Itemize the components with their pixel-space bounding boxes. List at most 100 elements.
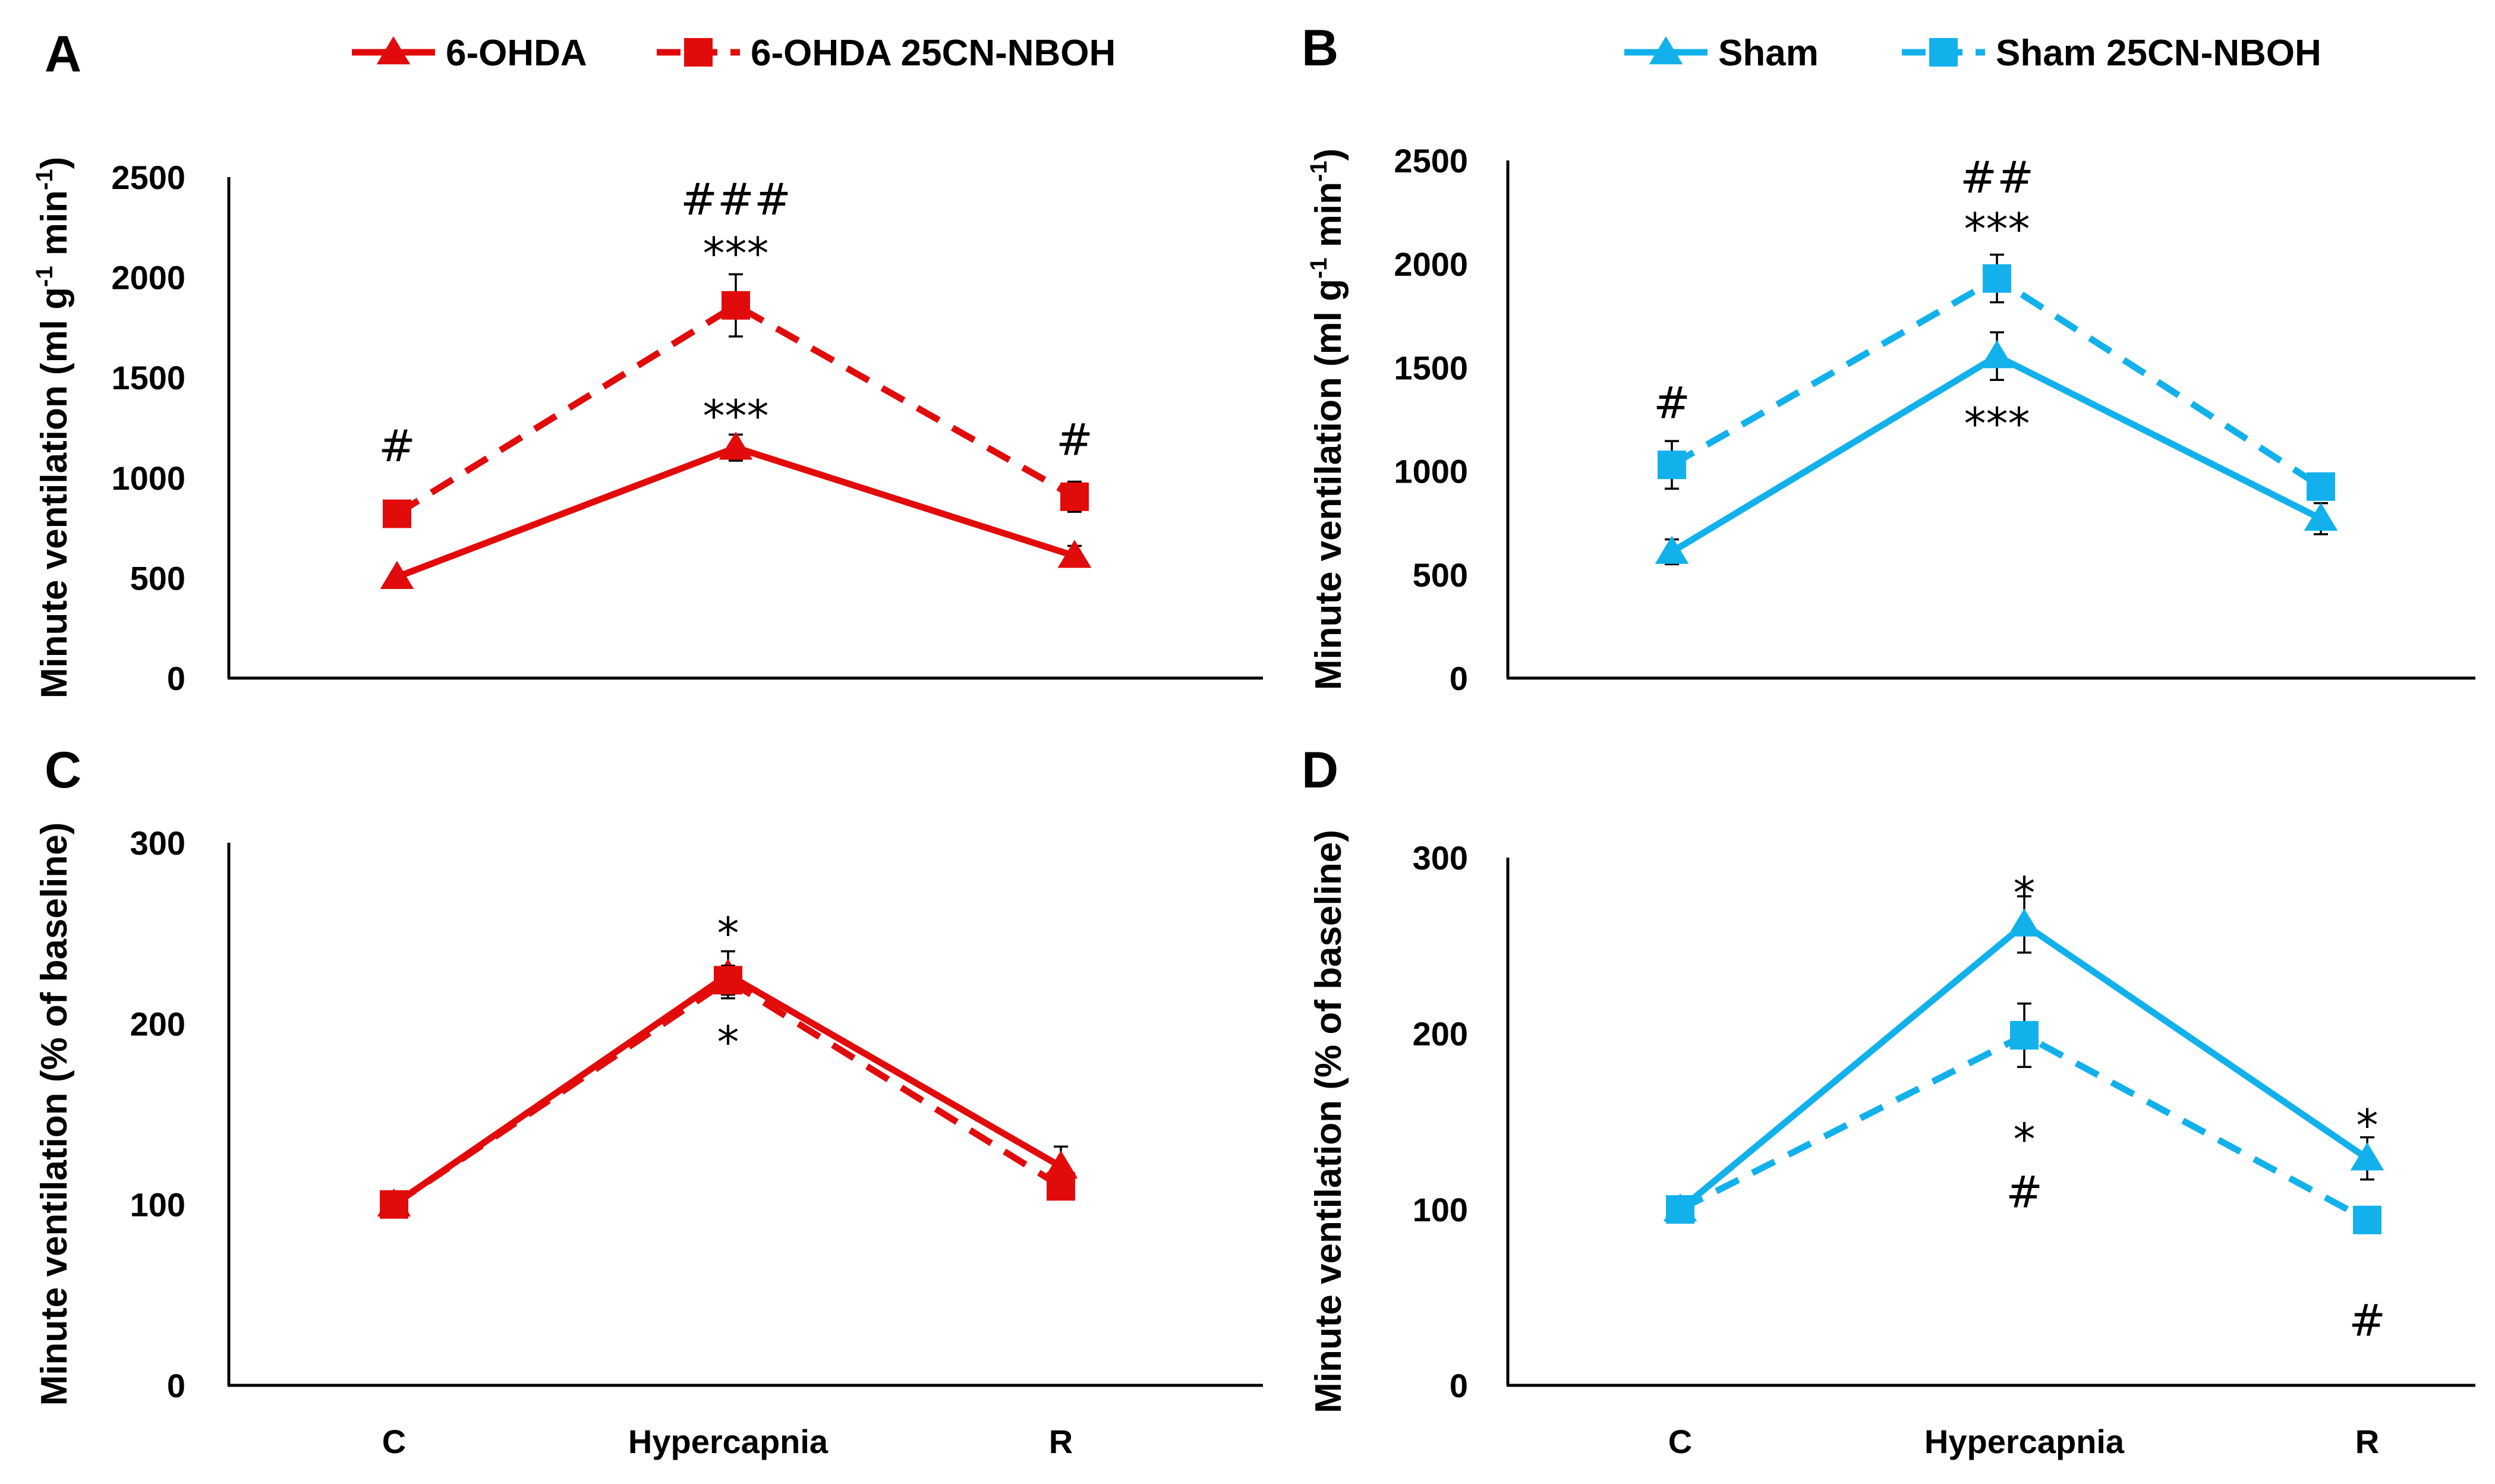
y-tick-label: 1500	[1394, 349, 1468, 386]
x-tick-label: Hypercapnia	[1924, 1423, 2125, 1460]
legend-marker-triangle	[376, 36, 411, 65]
significance-annotation: #	[2349, 1295, 2386, 1346]
x-tick-label: R	[1049, 1423, 1073, 1460]
data-point-triangle	[2350, 1142, 2384, 1171]
data-point-square	[1060, 482, 1089, 511]
legend-label: 6-OHDA 25CN-NBOH	[751, 33, 1116, 74]
x-tick-label: C	[1668, 1423, 1692, 1460]
legend-label: 6-OHDA	[446, 33, 587, 74]
y-tick-label: 2500	[1394, 142, 1468, 179]
data-point-triangle	[2304, 502, 2338, 531]
y-tick-label: 0	[167, 660, 185, 697]
y-tick-label: 0	[1450, 1367, 1468, 1404]
data-point-triangle	[380, 560, 414, 589]
significance-annotation: #	[1056, 415, 1093, 466]
series-solid	[380, 431, 1092, 589]
data-point-square	[1666, 1195, 1694, 1224]
panel-letter: D	[1302, 742, 1338, 799]
y-tick-label: 0	[167, 1367, 185, 1404]
data-point-triangle	[1980, 340, 2014, 368]
data-point-square	[1658, 450, 1686, 480]
legend-left: 6-OHDA 6-OHDA 25CN-NBOH	[352, 33, 1116, 74]
y-axis-label: Minute ventilation (% of baseline)	[34, 823, 75, 1406]
series-dashed	[383, 273, 1089, 528]
legend-marker-square	[684, 38, 713, 67]
y-tick-label: 1000	[1394, 453, 1468, 490]
data-point-square	[714, 966, 742, 995]
legend-item: Sham	[1624, 33, 1819, 74]
y-tick-label: 2000	[111, 259, 185, 297]
significance-annotation: ###	[681, 174, 791, 225]
y-axis-label: Minute ventilation (ml g-1 min-1)	[31, 157, 75, 699]
y-axis-label: Minute ventilation (ml g-1 min-1)	[1306, 149, 1349, 691]
y-tick-label: 100	[130, 1186, 185, 1224]
y-tick-label: 1000	[111, 459, 185, 497]
series-solid	[1655, 331, 2338, 566]
data-point-triangle	[1044, 1150, 1078, 1179]
panel-d: D 0 100 200 300 Minute ventilation (% of base…	[1302, 742, 2475, 1460]
panel-letter: B	[1302, 20, 1338, 77]
data-point-triangle	[719, 431, 753, 460]
y-tick-label: 200	[130, 1005, 185, 1042]
significance-annotation: *	[2014, 868, 2036, 919]
data-point-square	[380, 1190, 408, 1219]
legend-item: 6-OHDA 25CN-NBOH	[657, 33, 1116, 74]
legend-label: Sham	[1718, 33, 1819, 74]
legend-item: 6-OHDA	[352, 33, 587, 74]
data-point-triangle	[1057, 540, 1092, 568]
significance-annotation: ***	[703, 390, 769, 442]
data-point-square	[2353, 1205, 2381, 1234]
y-tick-label: 300	[1413, 839, 1468, 877]
significance-annotation: *	[2014, 1114, 2036, 1165]
series-line	[1670, 352, 2323, 555]
legend-marker-triangle	[1649, 36, 1683, 65]
x-tick-label: Hypercapnia	[628, 1423, 828, 1460]
series-line	[1670, 275, 2323, 490]
series-dashed	[1666, 1002, 2381, 1234]
significance-annotation: ***	[1964, 204, 2030, 255]
significance-annotation: *	[717, 908, 739, 959]
series-dashed	[380, 965, 1075, 1219]
significance-annotation: *	[2357, 1100, 2379, 1151]
y-tick-label: 100	[1413, 1191, 1468, 1228]
significance-annotation: #	[2006, 1167, 2043, 1218]
y-tick-label: 2500	[111, 159, 185, 196]
y-tick-label: 0	[1450, 660, 1468, 697]
series-line	[395, 302, 1076, 517]
series-line	[396, 444, 1076, 580]
legend-item: Sham 25CN-NBOH	[1902, 33, 2321, 74]
y-tick-label: 200	[1413, 1015, 1468, 1053]
series-line	[392, 971, 1063, 1208]
data-point-square	[2010, 1020, 2039, 1050]
y-tick-label: 500	[130, 559, 185, 597]
data-point-triangle	[1655, 535, 1689, 564]
x-tick-label: R	[2355, 1423, 2379, 1460]
y-tick-label: 2000	[1394, 245, 1468, 283]
data-point-square	[722, 291, 750, 320]
legend-right: Sham Sham 25CN-NBOH	[1624, 33, 2321, 74]
x-tick-label: C	[382, 1423, 406, 1460]
y-tick-label: 500	[1413, 556, 1468, 594]
panel-a: A 0 500 1000 1500 2000 2500 Minute ventilation …	[31, 26, 1263, 698]
panel-c: C 0 100 200 300 Minute ventilation (% of base…	[34, 742, 1263, 1460]
data-point-square	[1047, 1172, 1075, 1201]
significance-annotation: ***	[1964, 398, 2030, 449]
legend-label: Sham 25CN-NBOH	[1996, 33, 2321, 74]
y-tick-label: 300	[130, 824, 185, 862]
panel-b: B 0 500 1000 1500 2000 2500 Minute ventilation …	[1302, 20, 2475, 697]
data-point-square	[2307, 472, 2335, 501]
data-point-square	[383, 499, 411, 528]
series-dashed	[1658, 253, 2335, 501]
significance-annotation: #	[1653, 378, 1690, 429]
data-point-square	[1983, 264, 2011, 293]
legend-marker-square	[1929, 38, 1958, 67]
significance-annotation: *	[717, 1017, 739, 1068]
significance-annotation: #	[379, 421, 415, 472]
panel-letter: C	[45, 742, 81, 799]
series-line	[392, 976, 1063, 1208]
y-axis-label: Minute ventilation (% of baseline)	[1308, 830, 1349, 1413]
data-point-triangle	[2007, 908, 2042, 937]
y-tick-label: 1500	[111, 359, 185, 396]
significance-annotation: ##	[1960, 152, 2034, 203]
